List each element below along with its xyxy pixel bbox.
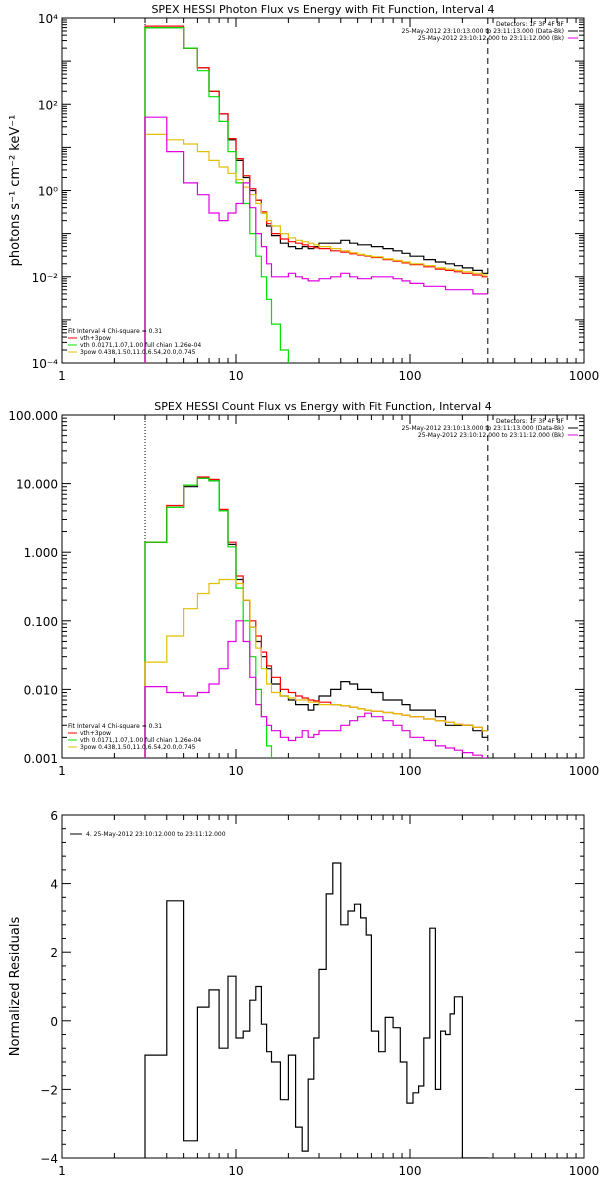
y-tick-label: 10⁰ — [38, 185, 58, 199]
legend-entry: vth+3pow — [80, 730, 111, 737]
x-tick-label: 1000 — [569, 764, 600, 778]
y-tick-label: 0.100 — [24, 615, 58, 629]
legend-entry: vth 0.0171,1.07,1.00 full chian 1.26e-04 — [80, 342, 201, 349]
y-axis-label: photons s⁻¹ cm⁻² keV⁻¹ — [8, 115, 23, 267]
x-axis-ticks — [61, 415, 577, 758]
chart-title: SPEX HESSI Photon Flux vs Energy with Fi… — [151, 3, 494, 16]
legend-entry: 25-May-2012 23:10:13.000 to 23:11:13.000… — [402, 425, 564, 432]
chart-panel-1: 1 10 100 1000 10⁻⁴ 10⁻² 10⁰ 10² 10⁴ SPEX HESSI Ph… — [8, 3, 599, 383]
x-tick-label: 100 — [399, 764, 422, 778]
y-axis-ticks — [62, 814, 584, 1159]
x-tick-label: 1000 — [569, 1164, 600, 1178]
y-axis-label: Normalized Residuals — [8, 917, 23, 1057]
y-tick-label: −2 — [40, 1083, 58, 1097]
y-tick-label: 10² — [38, 98, 58, 112]
x-tick-label: 1 — [58, 369, 66, 383]
y-axis-ticks — [62, 19, 584, 364]
x-tick-label: 100 — [399, 1164, 422, 1178]
legend-entry: vth 0.0171,1.07,1.00 full chian 1.26e-04 — [80, 737, 201, 744]
legend-entry: 25-May-2012 23:10:13.000 to 23:11:13.000… — [402, 28, 564, 35]
legend: 4. 25-May-2012 23:10:12.000 to 23:11:12.… — [70, 831, 226, 838]
y-tick-label: 1.000 — [24, 546, 58, 560]
legend-entry: 3pow 0.438,1.50,11.0,6.54,20.0,0.745 — [80, 744, 196, 751]
series-line-5 — [144, 116, 488, 363]
legend-entry: Fit Interval 4 Chi-square = 0.31 — [68, 723, 162, 730]
series-line-1 — [144, 862, 488, 1158]
y-tick-label: 0 — [50, 1015, 58, 1029]
y-tick-label: 0.010 — [24, 683, 58, 697]
y-tick-label: 4 — [50, 878, 58, 892]
series-group — [144, 862, 488, 1158]
y-tick-label: −4 — [40, 1152, 58, 1166]
legend-entry: 25-May-2012 23:10:12.000 to 23:11:12.000… — [418, 35, 564, 42]
chart-panel-2: 1 10 100 1000 0.001 0.010 0.100 1.000 10.000 100.… — [8, 400, 600, 778]
series-line-3 — [144, 27, 289, 363]
x-axis-ticks — [61, 18, 577, 363]
chart-panel-3: 1 10 100 1000 −4 −2 0 2 4 6 Normalized Residuals 4.… — [8, 809, 599, 1178]
series-line-1 — [144, 27, 488, 363]
y-tick-label: 0.001 — [24, 752, 58, 766]
series-line-3 — [144, 477, 273, 758]
y-tick-label: 2 — [50, 946, 58, 960]
series-line-2 — [144, 25, 488, 363]
plot-frame — [61, 814, 585, 1159]
y-tick-label: 6 — [50, 809, 58, 823]
series-group — [144, 476, 488, 758]
legend-entry: 3pow 0.438,1.50,11.0,6.54,20.0,0.745 — [80, 349, 196, 356]
series-line-4 — [144, 578, 488, 758]
legend-entry: vth+3pow — [80, 335, 111, 342]
legend-entry: 4. 25-May-2012 23:10:12.000 to 23:11:12.… — [86, 831, 226, 838]
x-tick-label: 100 — [399, 369, 422, 383]
x-tick-label: 10 — [228, 764, 243, 778]
y-tick-label: 10⁻² — [32, 271, 59, 285]
legend-entry: Detectors: 1F 3F 4F 8F — [496, 418, 565, 425]
x-tick-label: 10 — [228, 369, 243, 383]
y-tick-label: 10.000 — [16, 478, 58, 492]
y-tick-label: 100.000 — [8, 409, 58, 423]
series-group — [144, 25, 488, 363]
chart-title: SPEX HESSI Count Flux vs Energy with Fit… — [154, 400, 491, 413]
legend-entry: Fit Interval 4 Chi-square = 0.31 — [68, 328, 162, 335]
series-line-5 — [144, 620, 488, 758]
x-tick-label: 1000 — [569, 369, 600, 383]
y-tick-label: 10⁴ — [38, 12, 58, 26]
plot-frame — [61, 414, 585, 759]
series-line-4 — [144, 133, 488, 363]
x-tick-label: 1 — [58, 764, 66, 778]
legend-entry: 25-May-2012 23:10:12.000 to 23:11:12.000… — [418, 432, 564, 439]
legend-entry: Detectors: 1F 3F 4F 8F — [496, 21, 565, 28]
plot-frame — [61, 17, 585, 364]
y-axis-ticks — [62, 417, 584, 759]
series-line-2 — [144, 476, 488, 758]
x-tick-label: 1 — [58, 1164, 66, 1178]
y-tick-label: 10⁻⁴ — [32, 357, 59, 371]
x-tick-label: 10 — [228, 1164, 243, 1178]
